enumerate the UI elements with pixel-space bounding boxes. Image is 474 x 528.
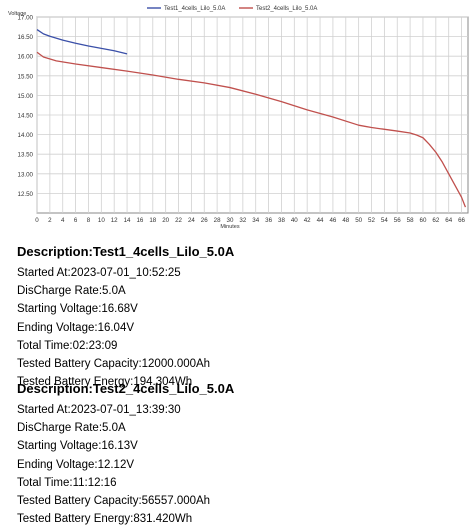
- y-tick-label: 13.00: [18, 171, 34, 178]
- test2-description-block: Description:Test2_4cells_Lilo_5.0A Start…: [17, 381, 457, 528]
- x-tick-label: 12: [111, 217, 118, 224]
- legend-label: Test1_4cells_Lilo_5.0A: [164, 6, 225, 12]
- y-tick-label: 14.00: [18, 132, 34, 139]
- y-tick-label: 12.50: [18, 191, 34, 198]
- x-tick-label: 40: [291, 217, 298, 224]
- y-tick-label: 14.50: [18, 113, 34, 120]
- x-tick-label: 58: [407, 217, 414, 224]
- x-tick-label: 60: [420, 217, 427, 224]
- x-tick-label: 22: [175, 217, 182, 224]
- test1-starting-voltage: Starting Voltage:16.68V: [17, 303, 138, 316]
- test2-discharge-rate: DisCharge Rate:5.0A: [17, 422, 126, 435]
- x-tick-label: 20: [162, 217, 169, 224]
- y-tick-label: 17.00: [18, 15, 34, 22]
- y-tick-label: 13.50: [18, 152, 34, 159]
- x-tick-label: 30: [227, 217, 234, 224]
- x-tick-label: 4: [61, 217, 65, 224]
- x-tick-label: 14: [124, 217, 131, 224]
- y-tick-label: 15.00: [18, 93, 34, 100]
- x-tick-label: 26: [201, 217, 208, 224]
- x-tick-label: 62: [432, 217, 439, 224]
- test2-battery-energy: Tested Battery Energy:831.420Wh: [17, 513, 193, 526]
- test1-battery-energy: Tested Battery Energy:194.304Wh: [17, 376, 193, 389]
- x-tick-label: 24: [188, 217, 195, 224]
- x-tick-label: 56: [394, 217, 401, 224]
- test2-started-at: Started At:2023-07-01_13:39:30: [17, 404, 181, 416]
- x-tick-label: 36: [265, 217, 272, 224]
- test1-battery-capacity: Tested Battery Capacity:12000.000Ah: [17, 358, 211, 371]
- x-tick-label: 0: [35, 217, 39, 224]
- test2-starting-voltage: Starting Voltage:16.13V: [17, 440, 138, 453]
- test1-ending-voltage: Ending Voltage:16.04V: [17, 321, 135, 334]
- test2-battery-capacity: Tested Battery Capacity:56557.000Ah: [17, 495, 211, 508]
- test1-started-at: Started At:2023-07-01_10:52:25: [17, 267, 181, 279]
- voltage-line-chart: 12.50 13.00 13.50 14.00 14.50 15.00 15.50 16.00…: [8, 6, 469, 230]
- legend-label: Test2_4cells_Lilo_5.0A: [256, 6, 317, 12]
- x-tick-label: 50: [355, 217, 362, 224]
- x-tick-label: 64: [445, 217, 452, 224]
- x-tick-label: 54: [381, 217, 388, 224]
- test2-total-time: Total Time:11:12:16: [17, 476, 117, 489]
- y-axis-title: Voltage: [8, 11, 26, 17]
- x-tick-label: 66: [458, 217, 465, 224]
- test1-description-title: Description:Test1_4cells_Lilo_5.0A: [17, 244, 235, 259]
- x-tick-label: 28: [214, 217, 221, 224]
- x-tick-label: 10: [98, 217, 105, 224]
- test1-discharge-rate: DisCharge Rate:5.0A: [17, 285, 126, 298]
- test1-description-block: Description:Test1_4cells_Lilo_5.0A Start…: [17, 244, 457, 391]
- y-tick-label: 15.50: [18, 73, 34, 80]
- x-tick-label: 18: [149, 217, 156, 224]
- x-tick-label: 34: [252, 217, 259, 224]
- x-tick-label: 42: [304, 217, 311, 224]
- x-tick-label: 8: [87, 217, 91, 224]
- test2-description-title: Description:Test2_4cells_Lilo_5.0A: [17, 381, 235, 396]
- y-tick-label: 16.50: [18, 34, 34, 41]
- x-tick-label: 16: [136, 217, 143, 224]
- x-tick-label: 44: [317, 217, 324, 224]
- x-tick-label: 32: [239, 217, 246, 224]
- x-tick-label: 52: [368, 217, 375, 224]
- x-tick-label: 2: [48, 217, 52, 224]
- test2-ending-voltage: Ending Voltage:12.12V: [17, 458, 135, 471]
- discharge-chart: 12.50 13.00 13.50 14.00 14.50 15.00 15.50 16.00…: [0, 0, 474, 232]
- x-axis-title: Minutes: [220, 224, 240, 230]
- test1-total-time: Total Time:02:23:09: [17, 339, 118, 352]
- x-tick-label: 38: [278, 217, 285, 224]
- series-line-2: [36, 51, 467, 208]
- y-tick-label: 16.00: [18, 54, 34, 61]
- x-tick-label: 46: [329, 217, 336, 224]
- x-tick-label: 6: [74, 217, 78, 224]
- x-tick-label: 48: [342, 217, 349, 224]
- series-line-1: [36, 29, 128, 55]
